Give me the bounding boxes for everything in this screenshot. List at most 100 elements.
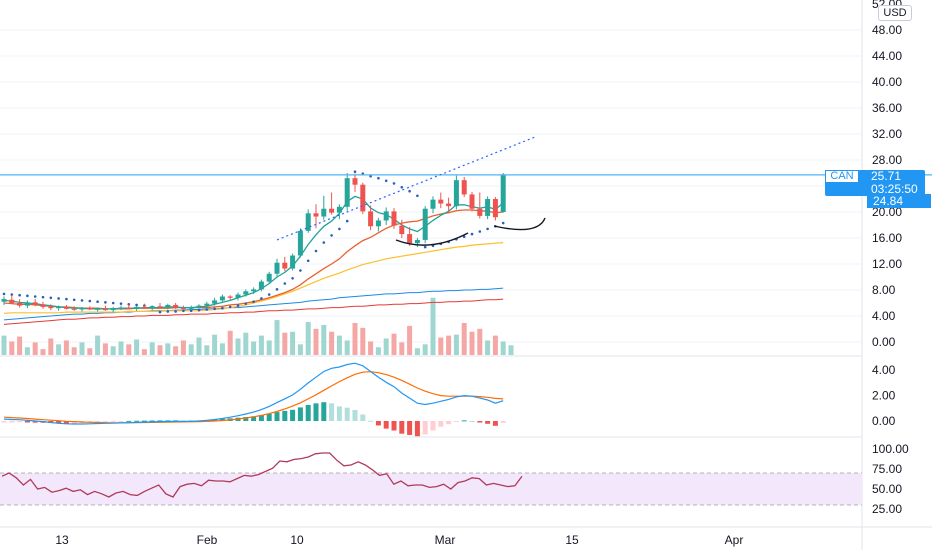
psar-dot [104,301,107,304]
psar-dot [423,245,427,249]
volume-bars [1,297,514,355]
psar-dot [299,269,302,272]
candle-body [399,225,405,235]
psar-dot [72,298,76,302]
currency-badge[interactable]: USD [878,5,912,21]
psar-dot [392,182,396,185]
volume-bar [446,335,452,355]
psar-dot [221,306,224,310]
macd-histogram-bar [212,419,218,421]
macd-histogram-bar [344,407,350,421]
psar-dot [252,300,255,304]
rsi-tick-label: 50.00 [872,482,902,496]
candle-body [407,234,413,244]
macd-histogram-bar [297,407,303,421]
ma-mid-line [3,209,504,310]
time-tick-label: 15 [565,533,579,547]
volume-bar [63,340,69,355]
candle-body [102,308,108,311]
chart-gridlines [0,29,862,343]
volume-bar [102,343,108,355]
volume-bar [453,334,459,355]
volume-bar [430,297,436,355]
volume-bar [173,346,179,355]
macd-tick-label: 4.00 [872,363,896,377]
candle-body [375,220,381,227]
candle-body [196,305,202,307]
psar-dot [65,297,68,301]
macd-histogram-bar [32,421,38,423]
price-tick-label: 36.00 [872,101,902,115]
volume-bar [157,345,163,355]
candle-body [469,194,475,209]
macd-histogram-bar [329,403,335,421]
candle-body [422,208,428,240]
volume-bar [297,344,303,355]
candle-body [438,199,444,204]
macd-histogram-bar [149,420,155,422]
volume-bar [368,341,374,355]
prev-price: 24.84 [873,194,904,208]
volume-bar [219,343,225,355]
volume-bar [360,327,366,355]
psar-dot [244,302,248,305]
macd-tick-label: 2.00 [872,389,896,403]
psar-dot [462,235,466,238]
psar-dot [80,299,84,302]
psar-dot [158,310,162,314]
candle-body [165,304,171,308]
candle-body [391,211,397,226]
price-tick-label: 12.00 [872,257,902,271]
candle-body [17,303,23,306]
trend-line [276,136,535,241]
volume-bar [188,344,194,355]
volume-bar [391,333,397,355]
candle-body [157,306,163,308]
macd-histogram-bar [134,420,140,422]
candle-body [87,308,93,310]
rsi-pane [1,452,523,498]
psar-dot [478,230,482,233]
psar-dot [2,292,6,296]
psar-dot [283,282,287,285]
volume-bar [212,334,218,355]
candle-body [383,211,389,221]
volume-bar [313,328,319,355]
psar-dot [111,301,115,305]
volume-bar [79,342,85,355]
volume-bar [95,335,101,355]
candle-body [274,262,280,274]
price-tick-label: 20.00 [872,205,902,219]
macd-histogram-bar [360,414,366,421]
price-tick-label: 16.00 [872,231,902,245]
psar-dot [486,227,489,231]
macd-histogram-bar [95,421,101,423]
candle-body [63,306,69,309]
psar-dot [314,249,318,253]
price-tick-label: 0.00 [872,335,896,349]
rsi-band [0,472,862,506]
psar-dot [41,295,45,299]
volume-bar [149,342,155,355]
macd-histogram-bar [391,421,397,431]
volume-bar [9,341,15,355]
psar-dot [384,179,388,183]
psar-dot [291,277,294,280]
psar-dot [57,297,60,300]
macd-histogram-bar [1,421,7,423]
macd-histogram-bar [165,420,171,422]
psar-dot [26,294,29,298]
price-tick-label: 32.00 [872,127,902,141]
macd-histogram-bar [17,421,23,423]
candle-body [500,174,506,212]
psar-dot [96,300,99,304]
arc-drawing [493,217,546,231]
macd-histogram-bar [9,421,15,423]
macd-histogram-bar [290,409,296,421]
candle-body [485,199,491,216]
volume-bar [399,342,405,355]
candle-body [258,281,264,290]
macd-histogram-bar [313,403,319,421]
macd-histogram-bar [274,412,280,421]
